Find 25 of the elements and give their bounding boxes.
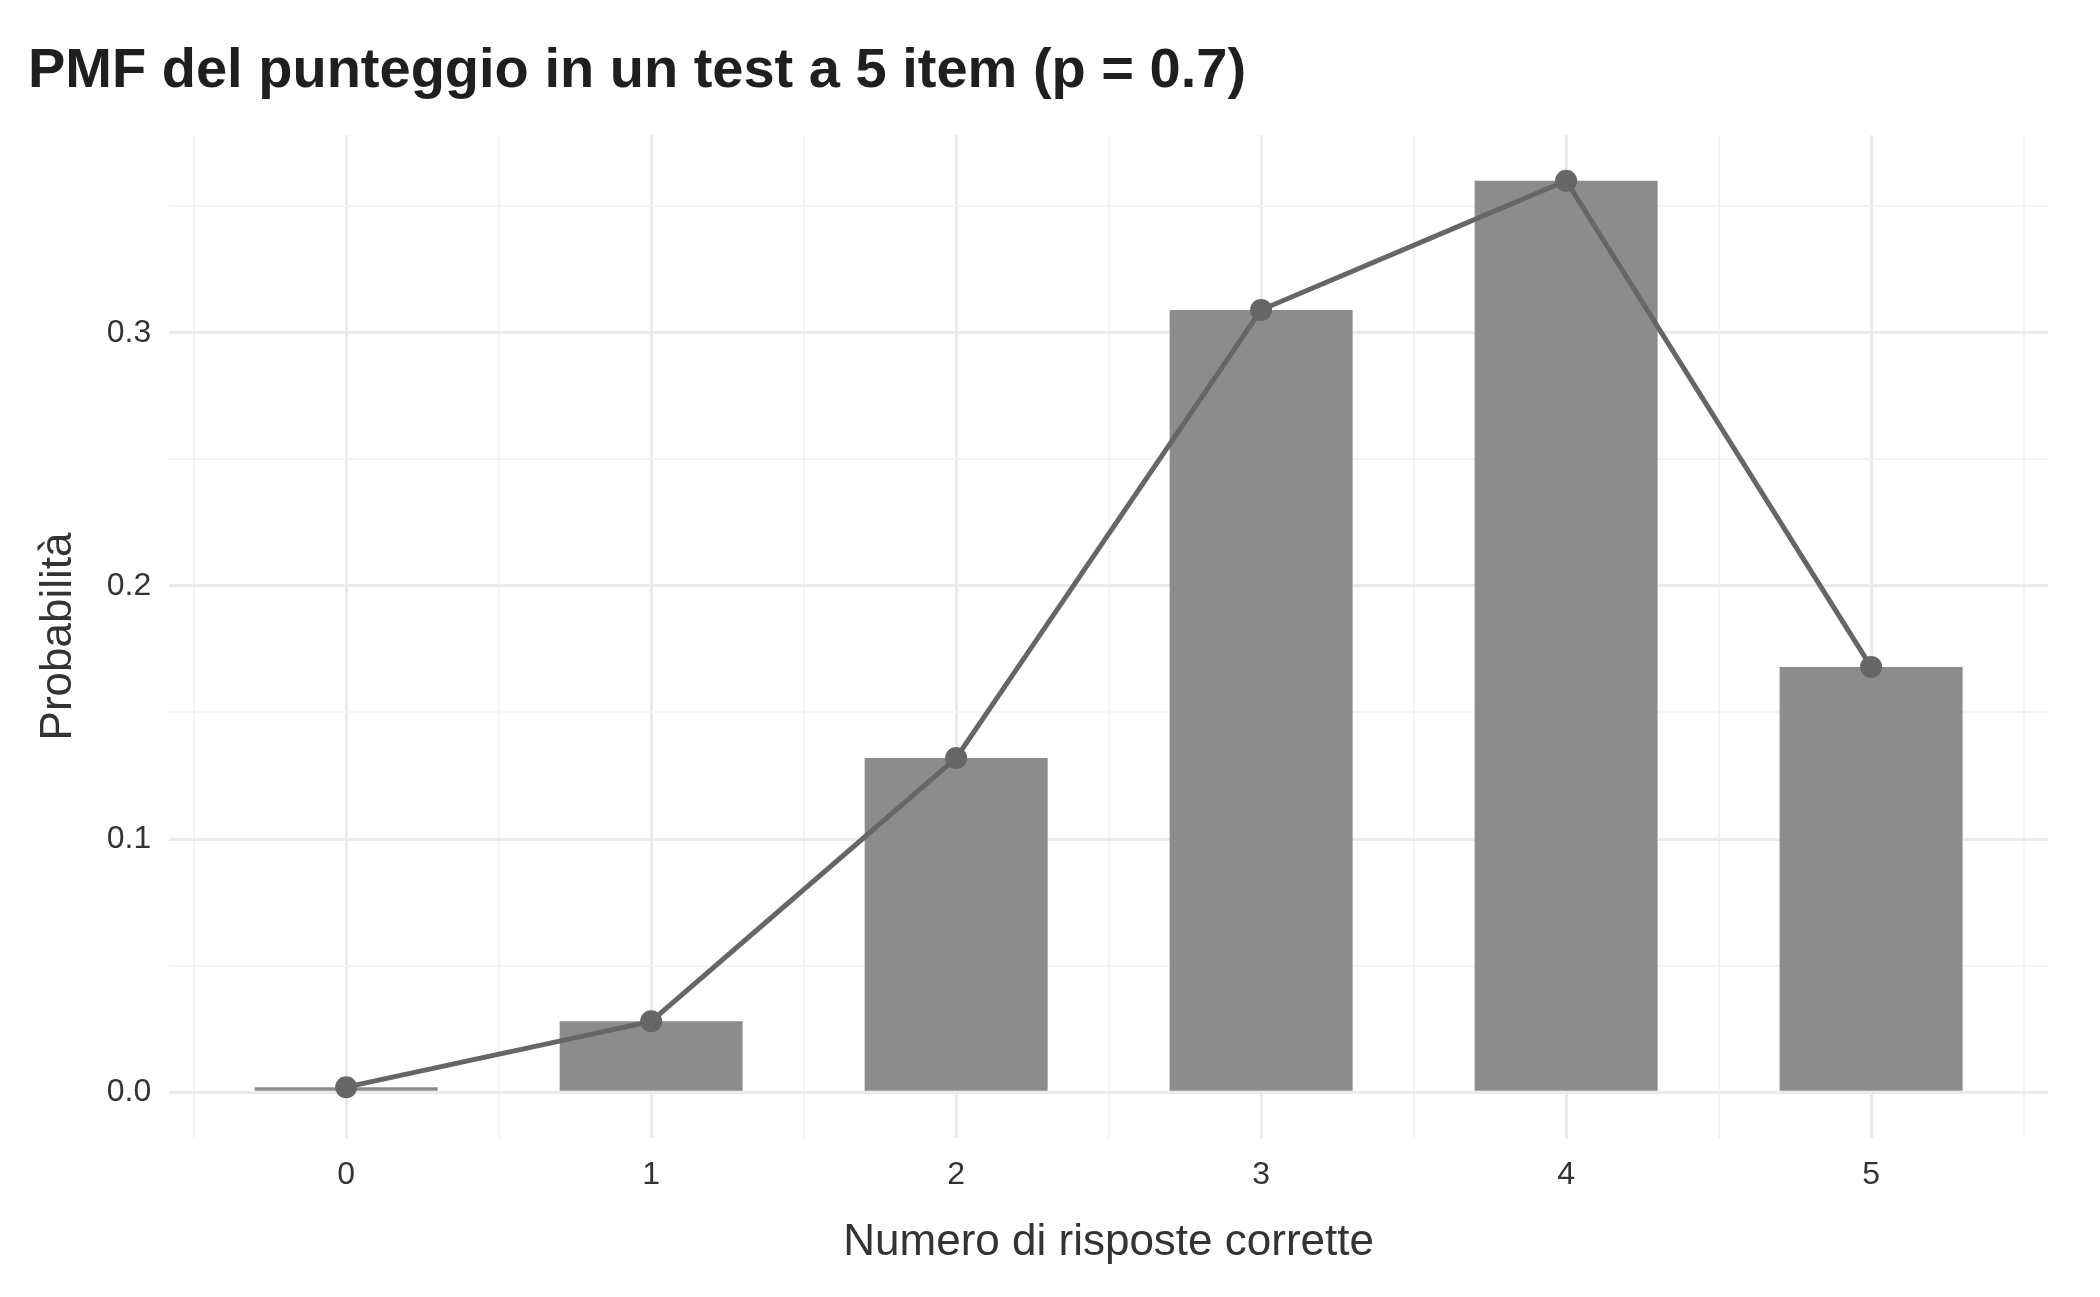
bar [864, 758, 1048, 1091]
bar [1779, 666, 1963, 1091]
bar [254, 1087, 438, 1091]
point [1250, 298, 1273, 321]
y-tick-label: 0.3 [106, 312, 152, 349]
y-axis-title: Probabilità [30, 532, 80, 741]
x-tick-label: 5 [1862, 1154, 1881, 1191]
x-tick-label: 4 [1557, 1154, 1576, 1191]
point [640, 1010, 663, 1033]
x-tick-label: 1 [642, 1154, 661, 1191]
y-tick-label: 0.1 [106, 818, 152, 855]
y-tick-label: 0.0 [106, 1072, 152, 1109]
bar [559, 1021, 743, 1091]
x-tick-label: 3 [1252, 1154, 1271, 1191]
y-tick-label: 0.2 [106, 565, 152, 602]
chart-title: PMF del punteggio in un test a 5 item (p = 0.7) [28, 36, 1247, 100]
bar [1474, 180, 1658, 1091]
x-axis-title: Numero di risposte corrette [843, 1214, 1374, 1264]
point [945, 747, 968, 770]
x-tick-label: 2 [947, 1154, 966, 1191]
point [335, 1076, 358, 1099]
point [1860, 655, 1883, 678]
bar [1169, 309, 1353, 1091]
point [1555, 169, 1578, 192]
x-tick-label: 0 [337, 1154, 356, 1191]
